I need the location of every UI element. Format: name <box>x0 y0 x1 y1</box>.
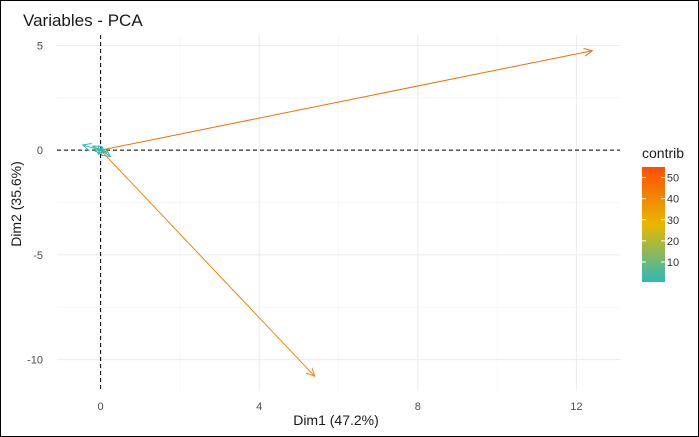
chart-title: Variables - PCA <box>23 11 143 30</box>
y-tick-label: -10 <box>27 355 43 367</box>
axis-ticks: 0 4 8 12 5 0 -5 -10 <box>27 40 582 413</box>
arrow-shaft <box>100 50 593 151</box>
legend-tick-label: 50 <box>667 173 679 185</box>
x-tick-label: 12 <box>570 401 582 413</box>
legend-title: contrib <box>642 145 684 161</box>
variable-arrow <box>100 48 594 151</box>
arrow-head <box>306 367 316 378</box>
y-tick-label: 0 <box>37 145 43 157</box>
legend-colorbar <box>642 167 665 282</box>
y-axis-title: Dim2 (35.6%) <box>8 161 24 247</box>
x-tick-label: 8 <box>415 401 421 413</box>
grid <box>57 35 620 391</box>
arrow-shaft <box>100 149 316 377</box>
variable-arrows <box>81 48 594 378</box>
arrow-head <box>81 142 92 152</box>
y-tick-label: -5 <box>33 250 43 262</box>
x-axis-title: Dim1 (47.2%) <box>293 412 379 428</box>
legend-tick-label: 30 <box>667 215 679 227</box>
reference-lines <box>57 35 620 391</box>
variable-arrow <box>98 145 106 156</box>
arrow-head <box>101 148 112 158</box>
variable-arrow <box>100 149 316 378</box>
variable-arrow <box>94 146 104 157</box>
arrow-head <box>98 145 106 156</box>
arrow-head <box>94 146 104 157</box>
arrow-head <box>583 48 594 57</box>
contrib-legend: contrib 10 20 30 40 50 <box>642 145 684 282</box>
x-tick-label: 0 <box>98 401 104 413</box>
variable-arrow <box>81 142 101 152</box>
legend-tick-label: 10 <box>667 257 679 269</box>
x-tick-label: 4 <box>256 401 262 413</box>
y-tick-label: 5 <box>37 40 43 52</box>
legend-tick-label: 40 <box>667 194 679 206</box>
arrow-shaft <box>82 144 101 151</box>
legend-tick-label: 20 <box>667 236 679 248</box>
